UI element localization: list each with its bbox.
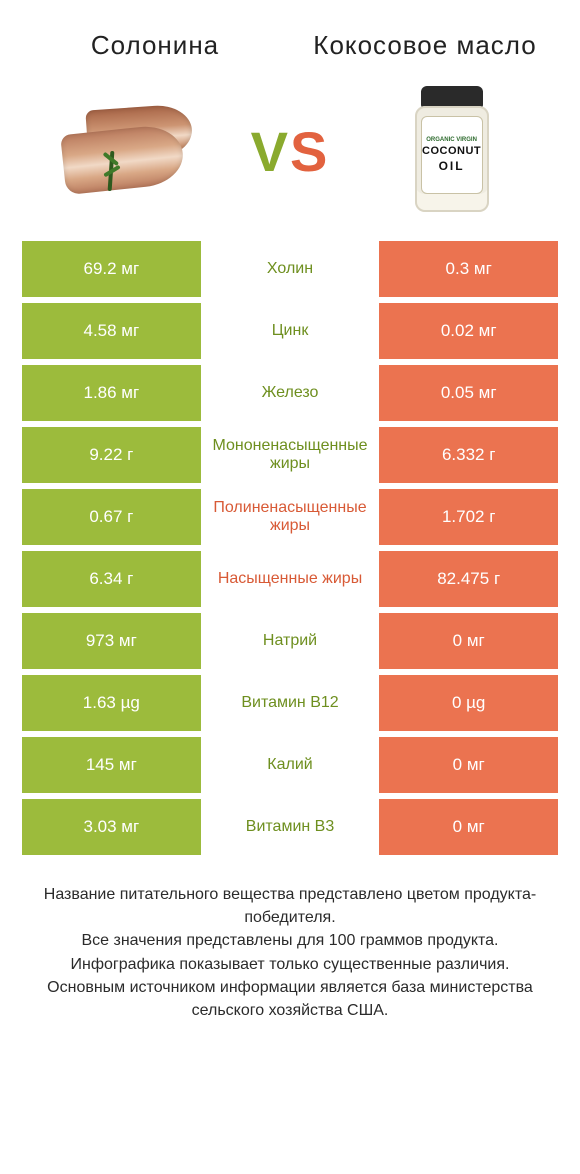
left-value: 1.86 мг	[22, 365, 201, 421]
footer-note: Название питательного вещества представл…	[0, 861, 580, 1022]
right-value: 0 µg	[379, 675, 558, 731]
nutrient-name: Натрий	[201, 613, 380, 669]
left-value: 69.2 мг	[22, 241, 201, 297]
comparison-table: 69.2 мгХолин0.3 мг 4.58 мгЦинк0.02 мг 1.86…	[0, 241, 580, 855]
table-row: 69.2 мгХолин0.3 мг	[22, 241, 558, 297]
table-row: 3.03 мгВитамин B30 мг	[22, 799, 558, 855]
right-value: 6.332 г	[379, 427, 558, 483]
nutrient-name: Витамин B3	[201, 799, 380, 855]
table-row: 973 мгНатрий0 мг	[22, 613, 558, 669]
footer-line: Основным источником информации является …	[28, 976, 552, 1022]
vs-s: S	[290, 120, 329, 183]
nutrient-name: Витамин B12	[201, 675, 380, 731]
footer-line: Инфографика показывает только существенн…	[28, 953, 552, 976]
nutrient-name: Калий	[201, 737, 380, 793]
jar-label-bot: OIL	[439, 159, 465, 173]
right-value: 1.702 г	[379, 489, 558, 545]
nutrient-name: Полиненасыщенные жиры	[201, 489, 380, 545]
right-value: 82.475 г	[379, 551, 558, 607]
right-value: 0 мг	[379, 799, 558, 855]
nutrient-name: Насыщенные жиры	[201, 551, 380, 607]
left-value: 1.63 µg	[22, 675, 201, 731]
header: Солонина Кокосовое масло	[0, 0, 580, 71]
right-value: 0.05 мг	[379, 365, 558, 421]
footer-line: Название питательного вещества представл…	[28, 883, 552, 929]
table-row: 1.86 мгЖелезо0.05 мг	[22, 365, 558, 421]
right-product-image: ORGANIC VIRGIN COCONUT OIL	[357, 86, 546, 216]
jar-icon: ORGANIC VIRGIN COCONUT OIL	[407, 86, 497, 216]
right-value: 0 мг	[379, 613, 558, 669]
footer-line: Все значения представлены для 100 граммо…	[28, 929, 552, 952]
left-product-image	[34, 101, 223, 201]
nutrient-name: Мононенасыщенные жиры	[201, 427, 380, 483]
right-value: 0 мг	[379, 737, 558, 793]
table-row: 6.34 гНасыщенные жиры82.475 г	[22, 551, 558, 607]
nutrient-name: Цинк	[201, 303, 380, 359]
jar-label-top: ORGANIC VIRGIN	[426, 137, 477, 143]
table-row: 4.58 мгЦинк0.02 мг	[22, 303, 558, 359]
left-value: 4.58 мг	[22, 303, 201, 359]
left-product-title: Солонина	[34, 30, 277, 61]
left-value: 9.22 г	[22, 427, 201, 483]
table-row: 0.67 гПолиненасыщенные жиры1.702 г	[22, 489, 558, 545]
left-value: 0.67 г	[22, 489, 201, 545]
vs-v: V	[251, 120, 290, 183]
table-row: 9.22 гМононенасыщенные жиры6.332 г	[22, 427, 558, 483]
table-row: 1.63 µgВитамин B120 µg	[22, 675, 558, 731]
table-row: 145 мгКалий0 мг	[22, 737, 558, 793]
left-value: 6.34 г	[22, 551, 201, 607]
nutrient-name: Холин	[201, 241, 380, 297]
right-value: 0.02 мг	[379, 303, 558, 359]
vs-label: VS	[251, 119, 330, 184]
nutrient-name: Железо	[201, 365, 380, 421]
meat-icon	[53, 101, 203, 201]
left-value: 3.03 мг	[22, 799, 201, 855]
right-product-title: Кокосовое масло	[304, 30, 547, 61]
jar-label-mid: COCONUT	[422, 145, 481, 157]
left-value: 145 мг	[22, 737, 201, 793]
left-value: 973 мг	[22, 613, 201, 669]
right-value: 0.3 мг	[379, 241, 558, 297]
images-row: VS ORGANIC VIRGIN COCONUT OIL	[0, 71, 580, 241]
